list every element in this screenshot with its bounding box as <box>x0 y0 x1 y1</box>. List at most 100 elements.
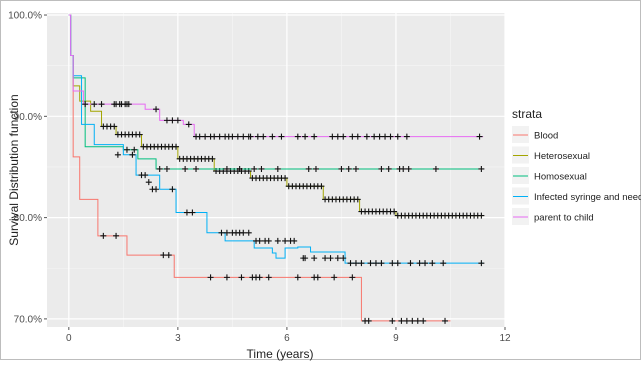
censor-mark <box>278 133 285 140</box>
censor-mark <box>371 133 378 140</box>
censor-mark <box>173 143 180 150</box>
censor-mark <box>216 133 223 140</box>
legend-label: Infected syringe and needles <box>534 192 641 203</box>
x-tick-label: 0 <box>66 333 72 344</box>
censor-mark <box>394 133 401 140</box>
censor-mark <box>165 252 172 259</box>
y-tick-label: 100.0% <box>8 11 42 22</box>
censor-mark <box>247 133 254 140</box>
censor-mark <box>256 237 263 244</box>
censor-mark <box>382 133 389 140</box>
censor-mark <box>169 186 176 193</box>
censor-mark <box>209 155 216 162</box>
censor-mark <box>114 151 121 158</box>
legend-label: parent to child <box>534 213 594 224</box>
censor-mark <box>414 317 421 324</box>
censor-mark <box>196 133 203 140</box>
censor-mark <box>403 133 410 140</box>
y-axis-label: Survival Distribution function <box>7 94 21 245</box>
censor-mark <box>251 165 258 172</box>
censor-mark <box>407 260 414 267</box>
censor-mark <box>314 274 321 281</box>
censor-mark <box>389 317 396 324</box>
censor-mark <box>183 209 190 216</box>
censor-mark <box>236 165 243 172</box>
y-tick-label: 70.0% <box>14 314 42 325</box>
censor-mark <box>391 208 398 215</box>
censor-mark <box>169 117 176 124</box>
censor-mark <box>82 101 89 108</box>
censor-mark <box>409 317 416 324</box>
censor-mark <box>476 133 483 140</box>
censor-mark <box>429 260 436 267</box>
censor-mark <box>349 274 356 281</box>
censor-mark <box>223 274 230 281</box>
censor-mark <box>340 133 347 140</box>
censor-mark <box>432 165 439 172</box>
censor-mark <box>329 133 336 140</box>
censor-mark <box>376 133 383 140</box>
censor-mark <box>478 165 485 172</box>
censor-mark <box>269 133 276 140</box>
censor-mark <box>256 274 263 281</box>
censor-mark <box>294 274 301 281</box>
censor-mark <box>218 229 225 236</box>
censor-mark <box>340 255 347 262</box>
censor-mark <box>274 237 281 244</box>
censor-mark <box>240 133 247 140</box>
censor-mark <box>111 123 118 130</box>
censor-mark <box>113 232 120 239</box>
censor-mark <box>274 165 281 172</box>
survival-curve <box>68 14 484 264</box>
censor-mark <box>294 133 301 140</box>
censor-mark <box>189 209 196 216</box>
censor-mark <box>202 133 209 140</box>
censor-mark <box>156 165 163 172</box>
censor-mark <box>91 101 98 108</box>
series-parent-to-child <box>68 14 484 140</box>
censor-mark <box>185 121 192 128</box>
censor-mark <box>358 260 365 267</box>
censor-mark <box>322 255 329 262</box>
censor-mark <box>211 133 218 140</box>
censor-mark <box>129 151 136 158</box>
censor-mark <box>254 133 261 140</box>
censor-mark <box>311 133 318 140</box>
censor-mark <box>422 260 429 267</box>
x-tick-label: 6 <box>284 333 290 344</box>
censor-mark <box>334 133 341 140</box>
censor-mark <box>223 165 230 172</box>
censor-mark <box>174 117 181 124</box>
censor-mark <box>318 183 325 190</box>
censor-mark <box>311 255 318 262</box>
censor-mark <box>163 165 170 172</box>
censor-mark <box>265 274 272 281</box>
censor-mark <box>234 133 241 140</box>
censor-mark <box>349 133 356 140</box>
censor-mark <box>238 274 245 281</box>
series-infected-syringe-and-needles <box>68 14 485 267</box>
censor-mark <box>282 237 289 244</box>
censor-mark <box>387 133 394 140</box>
censor-mark <box>229 133 236 140</box>
censor-mark <box>182 165 189 172</box>
censor-mark <box>98 101 105 108</box>
censor-mark <box>400 165 407 172</box>
x-axis-label: Time (years) <box>247 347 314 361</box>
censor-mark <box>193 165 200 172</box>
censor-mark <box>378 165 385 172</box>
censor-mark <box>153 186 160 193</box>
censor-mark <box>338 165 345 172</box>
censor-mark <box>347 260 354 267</box>
series-layer <box>68 14 485 324</box>
censor-mark <box>282 175 289 182</box>
censor-mark <box>265 237 272 244</box>
censor-mark <box>345 165 352 172</box>
censor-mark <box>334 255 341 262</box>
axes-layer: 0 3 6 9 12 70.0% 80.0% 90.0% 100.0% <box>8 11 511 344</box>
censor-mark <box>245 229 252 236</box>
censor-mark <box>354 196 361 203</box>
censor-mark <box>352 260 359 267</box>
censor-mark <box>394 260 401 267</box>
